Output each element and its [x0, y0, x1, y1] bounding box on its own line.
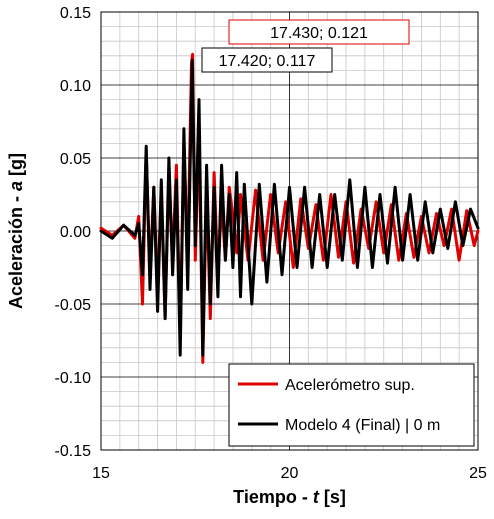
y-tick-label: -0.05: [55, 297, 92, 314]
annotation-black: 17.420; 0.117: [201, 47, 333, 73]
x-tick-label: 15: [92, 465, 110, 482]
legend-label-acelerometro: Acelerómetro sup.: [285, 377, 415, 394]
y-tick-labels: -0.15 -0.10 -0.05 0.00 0.05 0.10 0.15: [55, 5, 92, 460]
annotation-red-label: 17.430; 0.121: [270, 25, 368, 42]
y-tick-label: 0.05: [60, 151, 91, 168]
y-tick-label: 0.15: [60, 5, 91, 22]
x-tick-label: 25: [469, 465, 487, 482]
y-tick-label: -0.10: [55, 370, 92, 387]
annotation-black-box: [201, 47, 333, 73]
y-axis-title-part3: [g]: [6, 153, 26, 181]
x-axis-title-part1: Tiempo -: [233, 487, 313, 507]
y-tick-label: 0.10: [60, 78, 91, 95]
x-tick-labels: 15 20 25: [92, 465, 487, 482]
legend-box: [228, 363, 475, 447]
y-tick-label: -0.15: [55, 443, 92, 460]
annotation-red: 17.430; 0.121: [228, 19, 410, 45]
y-axis-title-part1: Aceleración -: [6, 191, 26, 309]
series-layer: [99, 52, 480, 364]
legend: Acelerómetro sup. Modelo 4 (Final) | 0 m: [228, 363, 475, 447]
x-axis-title: Tiempo - t [s]: [233, 487, 346, 507]
annotation-black-label: 17.420; 0.117: [219, 53, 316, 70]
y-axis-title: Aceleración - a [g]: [6, 153, 26, 309]
series-line-modelo: [99, 58, 480, 357]
legend-label-modelo: Modelo 4 (Final) | 0 m: [285, 417, 440, 434]
x-axis-title-var: t: [313, 487, 320, 507]
x-tick-label: 20: [281, 465, 299, 482]
annotation-red-box: [228, 19, 410, 45]
y-axis-title-var: a: [6, 181, 26, 191]
y-tick-label: 0.00: [60, 224, 91, 241]
x-axis-title-part3: [s]: [319, 487, 346, 507]
